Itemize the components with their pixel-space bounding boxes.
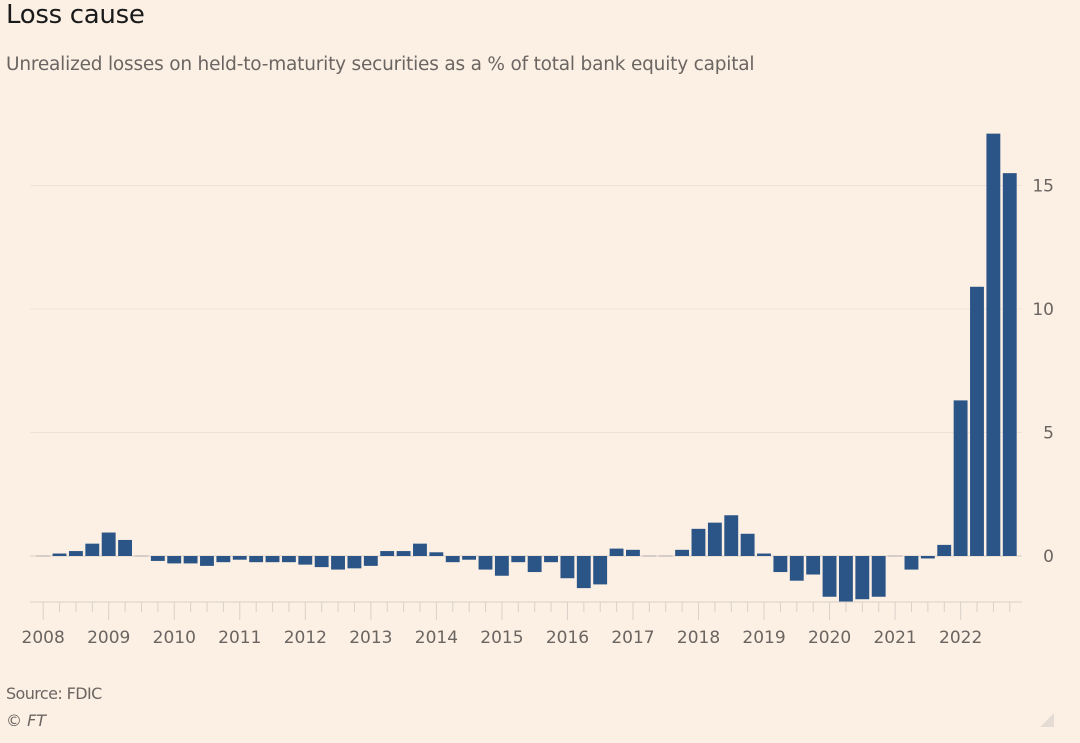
y-axis-ticks: 0 5 10 15 (1032, 177, 1054, 568)
bar-2021Q4 (937, 544, 952, 556)
gridlines (30, 185, 1022, 557)
x-tick-label: 2021 (873, 628, 916, 648)
bar-2019Q2 (773, 556, 788, 573)
chart-title: Loss cause (6, 0, 145, 30)
bar-2010Q1 (167, 556, 182, 564)
bar-2010Q3 (200, 556, 214, 566)
bar-2008Q3 (68, 551, 83, 556)
bars (36, 133, 1017, 602)
bar-2014Q2 (445, 556, 460, 563)
bar-2011Q4 (281, 556, 296, 563)
bar-2022Q1 (953, 400, 968, 556)
bar-2020Q3 (855, 556, 870, 600)
bar-2018Q1 (691, 528, 706, 556)
bar-2021Q3 (920, 556, 935, 559)
bar-2012Q1 (298, 556, 313, 565)
bar-2010Q4 (216, 556, 231, 563)
bar-2013Q3 (396, 551, 411, 556)
bar-2019Q1 (757, 553, 771, 556)
bar-2008Q2 (52, 553, 67, 556)
bar-2017Q2 (642, 555, 657, 557)
bar-2012Q4 (347, 556, 362, 569)
bar-2011Q1 (232, 556, 247, 560)
bar-2018Q2 (707, 522, 722, 556)
x-tick-label: 2013 (349, 628, 392, 648)
bar-2020Q1 (822, 556, 837, 597)
x-tick-label: 2016 (546, 628, 589, 648)
bar-2015Q1 (494, 556, 509, 576)
bar-2016Q3 (593, 556, 608, 585)
bar-2015Q3 (527, 556, 542, 573)
bar-2017Q4 (675, 549, 690, 556)
bar-2008Q4 (85, 543, 100, 556)
bar-2009Q2 (118, 539, 132, 556)
bar-2017Q1 (626, 549, 640, 556)
bar-2009Q4 (150, 556, 165, 561)
y-tick-label: 15 (1032, 177, 1054, 197)
source-note: Source: FDIC (6, 684, 102, 703)
bar-2022Q3 (986, 133, 1001, 556)
x-tick-label: 2012 (284, 628, 327, 648)
x-tick-label: 2022 (939, 628, 982, 648)
y-tick-label: 10 (1032, 300, 1054, 320)
x-tick-label: 2014 (415, 628, 458, 648)
x-tick-label: 2015 (480, 628, 523, 648)
bar-2009Q3 (134, 555, 149, 557)
bar-2016Q1 (560, 556, 575, 579)
bar-2015Q2 (511, 556, 526, 563)
copyright-note: © FT (6, 711, 47, 730)
bar-2020Q4 (871, 556, 886, 597)
resize-grip-icon[interactable] (1040, 713, 1054, 727)
x-tick-label: 2008 (22, 628, 65, 648)
bar-2019Q4 (806, 556, 821, 575)
bar-2020Q2 (838, 556, 853, 602)
bar-2014Q1 (429, 552, 444, 556)
bar-2022Q4 (1002, 173, 1017, 556)
x-tick-label: 2017 (611, 628, 654, 648)
x-tick-label: 2019 (742, 628, 785, 648)
x-tick-label: 2011 (218, 628, 261, 648)
bar-2010Q2 (183, 556, 198, 564)
bar-2022Q2 (970, 286, 984, 556)
bar-2013Q2 (380, 551, 395, 556)
bar-2012Q2 (314, 556, 329, 568)
x-tick-label: 2020 (808, 628, 851, 648)
bar-2017Q3 (658, 555, 673, 557)
x-tick-label: 2010 (153, 628, 196, 648)
bar-2019Q3 (789, 556, 804, 581)
bar-2011Q2 (249, 556, 264, 563)
bar-2012Q3 (331, 556, 345, 570)
bar-2015Q4 (544, 556, 558, 563)
bar-2009Q1 (101, 532, 116, 556)
x-tick-label: 2009 (87, 628, 130, 648)
bar-2013Q1 (363, 556, 378, 566)
bar-2021Q1 (888, 555, 903, 557)
bar-2013Q4 (413, 543, 427, 556)
x-axis: 2008 2009 2010 2011 2012 2013 2014 2015 2016 2017… (22, 601, 1022, 648)
bar-2018Q4 (740, 533, 755, 556)
bar-2014Q4 (478, 556, 493, 570)
bar-2014Q3 (462, 556, 477, 560)
y-tick-label: 0 (1043, 547, 1054, 567)
bar-2018Q3 (724, 515, 739, 556)
chart-subtitle: Unrealized losses on held-to-maturity se… (6, 54, 755, 75)
bar-2016Q2 (576, 556, 591, 589)
bar-2008Q1 (36, 555, 51, 557)
bar-2016Q4 (609, 548, 624, 556)
bar-2021Q2 (904, 556, 919, 570)
bar-2011Q3 (265, 556, 280, 563)
y-tick-label: 5 (1043, 424, 1054, 444)
x-tick-label: 2018 (677, 628, 720, 648)
